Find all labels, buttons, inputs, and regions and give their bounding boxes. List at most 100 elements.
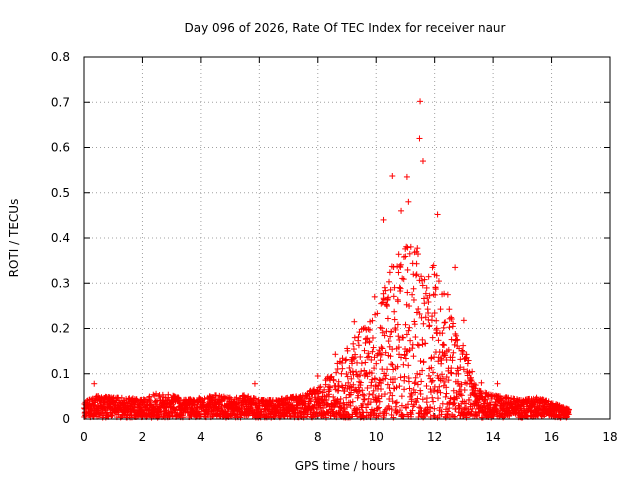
data-point <box>402 355 409 362</box>
data-point <box>411 321 418 328</box>
data-point <box>400 276 407 283</box>
data-point <box>396 284 403 291</box>
x-tick-label: 16 <box>544 430 559 444</box>
data-point <box>429 313 436 320</box>
data-point <box>158 408 165 415</box>
data-point <box>402 321 409 328</box>
data-point <box>391 316 398 323</box>
data-point <box>421 300 428 307</box>
data-point <box>412 374 419 381</box>
data-point <box>446 324 453 331</box>
data-point <box>146 393 153 400</box>
data-point <box>410 353 417 360</box>
data-point <box>395 298 402 305</box>
data-point <box>390 293 397 300</box>
y-tick-label: 0 <box>62 412 70 426</box>
data-point <box>213 392 220 399</box>
data-point <box>393 399 400 406</box>
y-tick-label: 0.2 <box>51 322 70 336</box>
data-point <box>165 391 172 398</box>
data-point <box>380 216 387 223</box>
data-point <box>384 315 391 322</box>
data-point <box>432 291 439 298</box>
data-point <box>412 334 419 341</box>
x-tick-label: 0 <box>80 430 88 444</box>
data-point <box>400 253 407 260</box>
x-tick-label: 10 <box>369 430 384 444</box>
y-axis-label: ROTI / TECUs <box>7 199 21 278</box>
data-point <box>437 306 444 313</box>
data-point <box>450 349 457 356</box>
x-tick-label: 6 <box>256 430 264 444</box>
data-point <box>391 308 398 315</box>
data-point <box>201 395 208 402</box>
data-point <box>175 413 182 420</box>
data-point <box>401 373 408 380</box>
data-point <box>394 321 401 328</box>
data-point <box>398 207 405 214</box>
axis-ticks <box>83 56 611 420</box>
data-point <box>378 386 385 393</box>
x-axis-label: GPS time / hours <box>295 459 396 473</box>
data-point <box>355 342 362 349</box>
y-tick-label: 0.8 <box>51 50 70 64</box>
data-point <box>335 383 342 390</box>
data-point <box>423 383 430 390</box>
data-point <box>414 370 421 377</box>
data-point <box>430 398 437 405</box>
data-point <box>402 253 409 260</box>
data-point <box>403 173 410 180</box>
data-point <box>148 401 155 408</box>
data-point <box>440 341 447 348</box>
data-point <box>460 317 467 324</box>
data-point <box>417 98 424 105</box>
data-point <box>150 391 157 398</box>
data-point <box>448 314 455 321</box>
x-tick-label: 18 <box>602 430 617 444</box>
data-point <box>384 366 391 373</box>
data-point <box>461 387 468 394</box>
data-point <box>443 390 450 397</box>
data-point <box>350 346 357 353</box>
data-point <box>414 245 421 252</box>
data-point <box>381 284 388 291</box>
data-point <box>355 333 362 340</box>
data-point <box>423 395 430 402</box>
data-point <box>343 356 350 363</box>
data-point <box>346 364 353 371</box>
data-point <box>418 378 425 385</box>
data-point <box>388 361 395 368</box>
data-point <box>446 306 453 313</box>
data-point <box>419 158 426 165</box>
data-point <box>400 361 407 368</box>
data-point <box>397 374 404 381</box>
data-point <box>395 251 402 258</box>
data-point <box>385 338 392 345</box>
data-point <box>362 359 369 366</box>
data-point <box>450 320 457 327</box>
data-point <box>441 342 448 349</box>
data-point <box>172 407 179 414</box>
data-point <box>442 319 449 326</box>
data-point <box>395 269 402 276</box>
data-point <box>417 405 424 412</box>
data-point <box>169 413 176 420</box>
data-point <box>420 358 427 365</box>
data-point <box>155 393 162 400</box>
data-point <box>332 351 339 358</box>
data-point <box>412 272 419 279</box>
data-point <box>425 298 432 305</box>
x-tick-labels: 0 2 4 6 8 10 12 14 16 18 <box>80 430 617 444</box>
data-point <box>478 379 485 386</box>
data-point <box>416 135 423 142</box>
data-point <box>386 278 393 285</box>
data-point <box>405 198 412 205</box>
data-point <box>425 372 432 379</box>
data-point <box>333 369 340 376</box>
data-point <box>419 396 426 403</box>
data-point <box>152 398 159 405</box>
data-point <box>371 375 378 382</box>
data-point <box>378 325 385 332</box>
data-point <box>407 243 414 250</box>
data-point <box>387 333 394 340</box>
